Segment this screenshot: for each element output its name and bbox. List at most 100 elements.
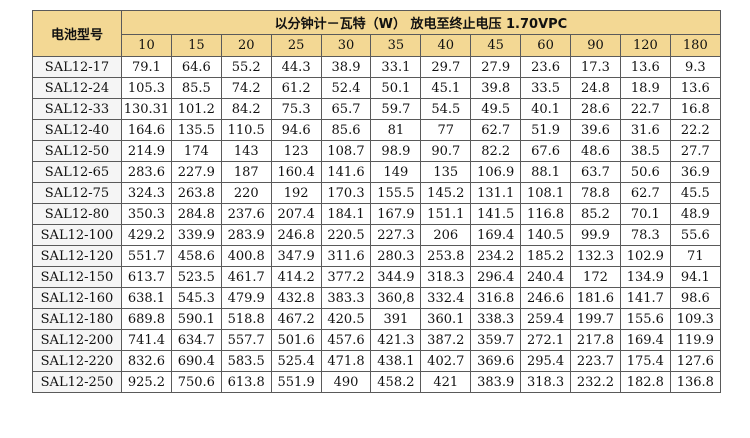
watt-value-cell: 40.1 [520,98,572,120]
watt-value-cell: 9.3 [669,56,721,78]
watt-value-cell: 283.6 [121,161,172,183]
watt-value-cell: 27.7 [669,140,721,162]
watt-value-cell: 36.9 [669,161,721,183]
minutes-header-cell: 35 [370,34,422,57]
watt-value-cell: 61.2 [270,77,322,99]
watt-value-cell: 387.2 [420,329,472,351]
watt-value-cell: 108.1 [520,182,572,204]
minutes-header-cell: 10 [121,34,172,57]
table-row: SAL12-100 429.2 339.9 283.9 246.8 220.5 227.3 2… [32,224,721,246]
watt-value-cell: 39.6 [570,119,621,141]
watt-value-cell: 155.6 [619,308,671,330]
table-row: SAL12-50 214.9 174 143 123 108.7 98.9 90.7 82.2 6… [32,140,721,162]
watt-value-cell: 689.8 [121,308,172,330]
watt-value-cell: 402.7 [420,350,472,372]
watt-value-cell: 741.4 [121,329,172,351]
watt-value-cell: 383.3 [320,287,372,309]
watt-value-cell: 359.7 [470,329,522,351]
watt-value-cell: 65.7 [320,98,372,120]
watt-value-cell: 74.2 [220,77,272,99]
model-cell: SAL12-150 [32,266,122,288]
watt-value-cell: 141.5 [470,203,522,225]
watt-value-cell: 220.5 [320,224,372,246]
watt-value-cell: 28.6 [570,98,621,120]
watt-value-cell: 295.4 [520,350,572,372]
watt-value-cell: 132.3 [570,245,621,267]
watt-value-cell: 227.3 [370,224,422,246]
watt-value-cell: 39.8 [470,77,522,99]
table-row: SAL12-40 164.6 135.5 110.5 94.6 85.6 81 77 62.7 5… [32,119,721,141]
watt-value-cell: 17.3 [570,56,621,78]
watt-value-cell: 324.3 [121,182,172,204]
watt-value-cell: 140.5 [520,224,572,246]
watt-value-cell: 45.5 [669,182,721,204]
model-cell: SAL12-24 [32,77,122,99]
model-cell: SAL12-200 [32,329,122,351]
watt-value-cell: 296.4 [470,266,522,288]
table-row: SAL12-120 551.7 458.6 400.8 347.9 311.6 280.3 2… [32,245,721,267]
watt-value-cell: 259.4 [520,308,572,330]
watt-value-cell: 551.9 [270,371,322,393]
watt-value-cell: 52.4 [320,77,372,99]
watt-value-cell: 22.2 [669,119,721,141]
watt-value-cell: 458.6 [170,245,222,267]
watt-value-cell: 545.3 [170,287,222,309]
table-row: SAL12-250 925.2 750.6 613.8 551.9 490 458.2 421… [32,371,721,393]
minutes-header-cell: 180 [669,34,721,57]
model-cell: SAL12-65 [32,161,122,183]
watt-value-cell: 199.7 [570,308,621,330]
watt-value-cell: 220 [220,182,272,204]
table-row: SAL12-180 689.8 590.1 518.8 467.2 420.5 391 360… [32,308,721,330]
watt-value-cell: 134.9 [619,266,671,288]
watt-value-cell: 634.7 [170,329,222,351]
watt-value-cell: 457.6 [320,329,372,351]
watt-value-cell: 135.5 [170,119,222,141]
watt-value-cell: 175.4 [619,350,671,372]
watt-value-cell: 108.7 [320,140,372,162]
watt-value-cell: 339.9 [170,224,222,246]
watt-value-cell: 311.6 [320,245,372,267]
model-cell: SAL12-160 [32,287,122,309]
discharge-table: 电池型号 以分钟计－瓦特（W） 放电至终止电压 1.70VPC 10 15 20 25… [32,10,721,393]
table-row: SAL12-200 741.4 634.7 557.7 501.6 457.6 421.3 3… [32,329,721,351]
watt-value-cell: 44.3 [270,56,322,78]
watt-value-cell: 438.1 [370,350,422,372]
watt-value-cell: 45.1 [420,77,472,99]
watt-value-cell: 62.7 [470,119,522,141]
watt-value-cell: 187 [220,161,272,183]
watt-value-cell: 391 [370,308,422,330]
watt-value-cell: 383.9 [470,371,522,393]
watt-value-cell: 638.1 [121,287,172,309]
table-row: SAL12-150 613.7 523.5 461.7 414.2 377.2 344.9 3… [32,266,721,288]
watt-value-cell: 18.9 [619,77,671,99]
watt-value-cell: 206 [420,224,472,246]
watt-value-cell: 71 [669,245,721,267]
watt-value-cell: 223.7 [570,350,621,372]
watt-value-cell: 832.6 [121,350,172,372]
minutes-header-cell: 30 [320,34,372,57]
watt-value-cell: 13.6 [619,56,671,78]
model-cell: SAL12-220 [32,350,122,372]
watt-value-cell: 75.3 [270,98,322,120]
watt-value-cell: 234.2 [470,245,522,267]
watt-value-cell: 316.8 [470,287,522,309]
watt-value-cell: 283.9 [220,224,272,246]
minutes-header-cell: 20 [220,34,272,57]
watt-value-cell: 332.4 [420,287,472,309]
watt-value-cell: 105.3 [121,77,172,99]
watt-value-cell: 338.3 [470,308,522,330]
watt-value-cell: 123 [270,140,322,162]
model-cell: SAL12-17 [32,56,122,78]
watt-value-cell: 51.9 [520,119,572,141]
model-cell: SAL12-50 [32,140,122,162]
watt-value-cell: 461.7 [220,266,272,288]
watt-value-cell: 369.6 [470,350,522,372]
watt-value-cell: 237.6 [220,203,272,225]
watt-value-cell: 420.5 [320,308,372,330]
model-cell: SAL12-75 [32,182,122,204]
watt-value-cell: 613.7 [121,266,172,288]
watt-value-cell: 184.1 [320,203,372,225]
watt-value-cell: 63.7 [570,161,621,183]
watt-value-cell: 136.8 [669,371,721,393]
watt-value-cell: 167.9 [370,203,422,225]
